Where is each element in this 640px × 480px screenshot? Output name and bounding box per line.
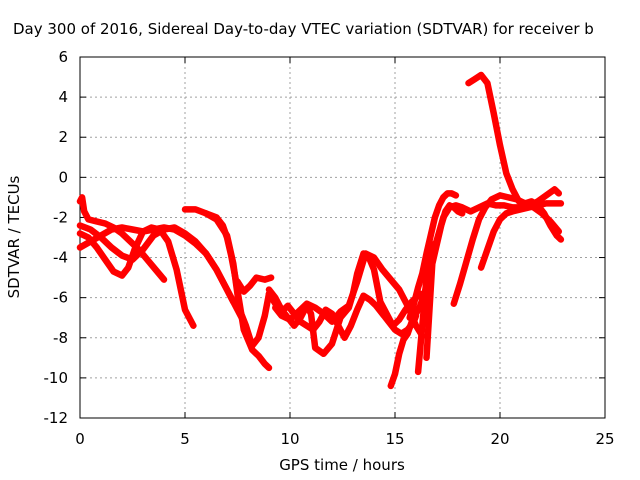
y-tick-label: -12 (44, 409, 69, 427)
y-axis-title: SDTVAR / TECUs (5, 175, 23, 298)
series-track-7 (234, 274, 275, 295)
x-tick-label: 10 (280, 430, 299, 448)
series-layer (76, 71, 565, 390)
series-track-12 (406, 190, 460, 321)
grid-layer (80, 57, 605, 418)
y-tick-label: -2 (53, 208, 68, 226)
plot-frame (79, 56, 606, 419)
y-tick-label: -10 (44, 369, 69, 387)
series-track-16 (477, 200, 565, 271)
y-tick-label: -4 (53, 249, 68, 267)
x-tick-label: 25 (595, 430, 614, 448)
x-axis-title: GPS time / hours (279, 456, 405, 474)
y-tick-label: 0 (58, 168, 68, 186)
y-tick-label: 2 (58, 128, 68, 146)
x-tick-label: 0 (75, 430, 85, 448)
x-tick-label: 20 (490, 430, 509, 448)
series-track-2 (76, 224, 197, 329)
y-tick-label: -8 (53, 329, 68, 347)
y-tick-label: 4 (58, 88, 68, 106)
series-track-4 (76, 222, 248, 325)
y-tick-label: 6 (58, 48, 68, 66)
x-tick-label: 15 (385, 430, 404, 448)
series-track-17 (465, 71, 565, 243)
y-tick-label: -6 (53, 289, 68, 307)
tick-layer: 0 5 10 15 20 25 -12 -10 -8 -6 -4 -2 0 2 4 6 (44, 48, 615, 448)
chart-title: Day 300 of 2016, Sidereal Day-to-day VTE… (13, 20, 594, 38)
series-track-10 (272, 250, 426, 340)
x-tick-label: 5 (180, 430, 190, 448)
series-track-6 (202, 210, 273, 372)
